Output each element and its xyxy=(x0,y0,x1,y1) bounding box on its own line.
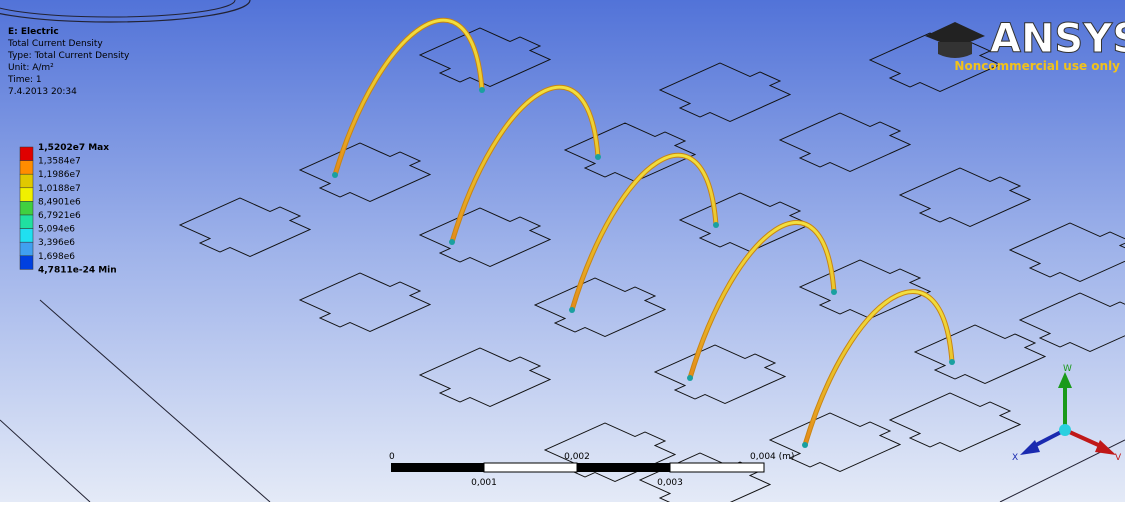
legend-label: 3,396e6 xyxy=(38,238,75,248)
viewport: E: Electric Total Current Density Type: … xyxy=(0,0,1125,502)
contact xyxy=(687,375,693,381)
triad-label: X xyxy=(1012,453,1018,463)
header-line: Total Current Density xyxy=(7,39,103,49)
triad-label: V xyxy=(1115,453,1122,463)
logo-text: ANSYS xyxy=(990,16,1125,62)
legend-label: 4,7811e-24 Min xyxy=(38,265,117,275)
scale-label: 0 xyxy=(389,452,395,462)
triad-origin xyxy=(1059,424,1071,436)
scale-segment xyxy=(577,463,670,472)
logo-note: Noncommercial use only xyxy=(954,59,1120,73)
legend-swatch xyxy=(20,147,33,161)
contact xyxy=(949,359,955,365)
contact xyxy=(802,442,808,448)
logo: ANSYS Noncommercial use only xyxy=(925,16,1125,73)
legend-label: 1,1986e7 xyxy=(38,170,81,180)
legend-label: 1,698e6 xyxy=(38,252,75,262)
header-line: 7.4.2013 20:34 xyxy=(8,87,77,97)
scale-label: 0,004 (m) xyxy=(750,452,794,462)
header-line: E: Electric xyxy=(8,27,59,37)
contact xyxy=(595,154,601,160)
legend-swatch xyxy=(20,188,33,202)
contact xyxy=(831,289,837,295)
contact xyxy=(713,222,719,228)
contact xyxy=(332,172,338,178)
background xyxy=(0,0,1125,502)
legend-swatch xyxy=(20,174,33,188)
legend-swatch xyxy=(20,242,33,256)
scale-segment xyxy=(391,463,484,472)
legend-label: 1,3584e7 xyxy=(38,157,81,167)
legend-swatch xyxy=(20,256,33,270)
logo-cap xyxy=(938,42,972,58)
scale-segment xyxy=(670,463,764,472)
legend-label: 5,094e6 xyxy=(38,225,75,235)
contact xyxy=(479,87,485,93)
legend-swatch xyxy=(20,229,33,243)
legend-label: 6,7921e6 xyxy=(38,211,81,221)
legend-label: 8,4901e6 xyxy=(38,197,81,207)
header-line: Unit: A/m² xyxy=(8,63,54,73)
scale-segment xyxy=(484,463,577,472)
scale-label: 0,002 xyxy=(564,452,590,462)
contact xyxy=(569,307,575,313)
legend-swatch xyxy=(20,161,33,175)
contact xyxy=(449,239,455,245)
triad-label: W xyxy=(1063,364,1072,374)
scale-label: 0,001 xyxy=(471,478,497,488)
header-line: Type: Total Current Density xyxy=(7,51,130,61)
header-line: Time: 1 xyxy=(7,75,42,85)
legend-label: 1,0188e7 xyxy=(38,184,81,194)
legend-label: 1,5202e7 Max xyxy=(38,143,109,153)
scale-label: 0,003 xyxy=(657,478,683,488)
legend-swatch xyxy=(20,215,33,229)
legend-swatch xyxy=(20,201,33,215)
